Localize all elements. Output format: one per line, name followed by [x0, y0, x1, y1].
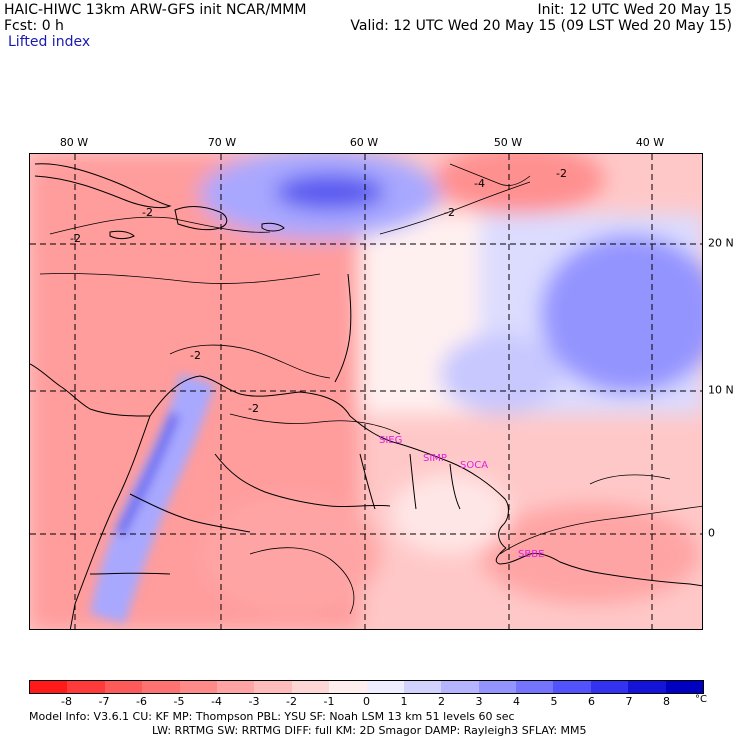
colorbar-segment: [216, 681, 255, 693]
lon-label-40w: 40 W: [635, 136, 665, 149]
pacific-coast: [69, 415, 151, 629]
lat-label-20n: 20 N: [708, 236, 734, 250]
valid-time: Valid: 12 UTC Wed 20 May 15 (09 LST Wed …: [350, 18, 732, 34]
lon-label-80w: 80 W: [59, 136, 89, 149]
colorbar-tick-label: 4: [513, 695, 520, 708]
cuba-coast: [34, 163, 172, 209]
contour-line: [589, 474, 671, 485]
amazon-mouth-coast: [495, 547, 702, 587]
lifted-index-map: -2 -2 -4 -2 -2 -2 -2 SIEG SIMP SOCA SBBE: [29, 153, 703, 630]
colorbar-tick-label: 7: [625, 695, 633, 708]
colorbar-segment: [30, 681, 68, 693]
station-simp: SIMP: [423, 453, 447, 464]
colorbar-tick-label: -4: [211, 695, 222, 708]
colorbar-segment: [590, 681, 629, 693]
contour-line: [229, 413, 401, 435]
colorbar-tick-label: 2: [438, 695, 445, 708]
contour-line: [39, 273, 321, 284]
contour-label: -2: [190, 349, 201, 362]
model-info-line1: Model Info: V3.6.1 CU: KF MP: Thompson P…: [29, 710, 515, 723]
colorbar-tick-label: 3: [475, 695, 483, 708]
colorbar-segment: [516, 681, 554, 693]
colorbar-tick-label: -1: [323, 695, 335, 708]
colorbar-segment: [403, 681, 442, 693]
colorbar-segment: [665, 681, 704, 693]
colorbar-segment: [478, 681, 517, 693]
station-sieg: SIEG: [379, 435, 402, 446]
colorbar-segment: [291, 681, 330, 693]
contour-line: [249, 547, 355, 615]
colorbar-segment: [441, 681, 479, 693]
colorbar-tick-label: -2: [286, 695, 297, 708]
colorbar-segment: [142, 681, 180, 693]
lon-label-50w: 50 W: [493, 136, 523, 149]
model-title: HAIC-HIWC 13km ARW-GFS init NCAR/MMM: [4, 2, 307, 18]
colorbar-tick-label: 5: [550, 695, 558, 708]
contour-line: [49, 216, 271, 235]
colorbar-segment: [254, 681, 292, 693]
central-america-coast: [30, 363, 151, 417]
boundary-venezuela-guyana: [359, 453, 376, 510]
lon-label-60w: 60 W: [349, 136, 379, 149]
colorbar-segment: [628, 681, 666, 693]
lat-label-eq: 0: [708, 526, 715, 540]
colorbar-tick-label: -7: [98, 695, 110, 708]
puerto-rico-coast: [261, 222, 285, 232]
init-time: Init: 12 UTC Wed 20 May 15: [537, 2, 732, 18]
colorbar-segment: [104, 681, 143, 693]
jamaica-coast: [109, 230, 135, 240]
contour-line: [499, 505, 702, 555]
colorbar-segment: [67, 681, 105, 693]
colorbar-unit: °C: [695, 694, 707, 705]
model-info-line2: LW: RRTMG SW: RRTMG DIFF: full KM: 2D Sm…: [152, 724, 587, 737]
contour-line: [379, 181, 531, 235]
colorbar-segment: [179, 681, 217, 693]
colorbar-tick-label: 8: [663, 695, 670, 708]
contour-label: -2: [556, 167, 567, 180]
coastlines: [30, 163, 702, 629]
contour-label: -2: [248, 402, 259, 415]
colorbar-segment: [329, 681, 367, 693]
boundary-guyana-suriname: [409, 453, 417, 510]
contour-label: -2: [70, 232, 81, 245]
boundary-suriname-french-guiana: [449, 463, 461, 510]
boundary-peru-south: [89, 572, 171, 575]
lesser-antilles-arc: [334, 273, 352, 383]
colorbar-tick-label: -5: [173, 695, 185, 708]
lon-label-70w: 70 W: [207, 136, 237, 149]
contour-label: -4: [474, 177, 485, 190]
boundary-colombia-venezuela-brazil: [214, 453, 391, 508]
south-america-north-coast: [149, 375, 509, 549]
colorbar: [29, 680, 704, 694]
contour-label: -2: [444, 206, 455, 219]
li-contours: [39, 163, 702, 615]
colorbar-tick-label: 0: [363, 695, 370, 708]
station-sbbe: SBBE: [518, 549, 544, 560]
colorbar-tick-label: -3: [248, 695, 260, 708]
lat-label-10n: 10 N: [708, 383, 734, 397]
field-name: Lifted index: [8, 34, 91, 50]
hispaniola-coast: [174, 205, 228, 231]
colorbar-segment: [553, 681, 591, 693]
station-soca: SOCA: [460, 460, 488, 471]
contour-line: [449, 163, 531, 186]
lat-lon-grid: [30, 154, 702, 629]
colorbar-tick-label: 1: [400, 695, 408, 708]
colorbar-tick-label: -8: [61, 695, 72, 708]
forecast-hour: Fcst: 0 h: [4, 18, 64, 34]
colorbar-tick-label: 6: [588, 695, 595, 708]
colorbar-segment: [366, 681, 404, 693]
boundary-ecuador-peru: [129, 493, 251, 533]
andes-stable-zone: [90, 374, 215, 624]
contour-label: -2: [142, 206, 153, 219]
contour-line: [169, 344, 331, 379]
colorbar-tick-label: -6: [136, 695, 147, 708]
